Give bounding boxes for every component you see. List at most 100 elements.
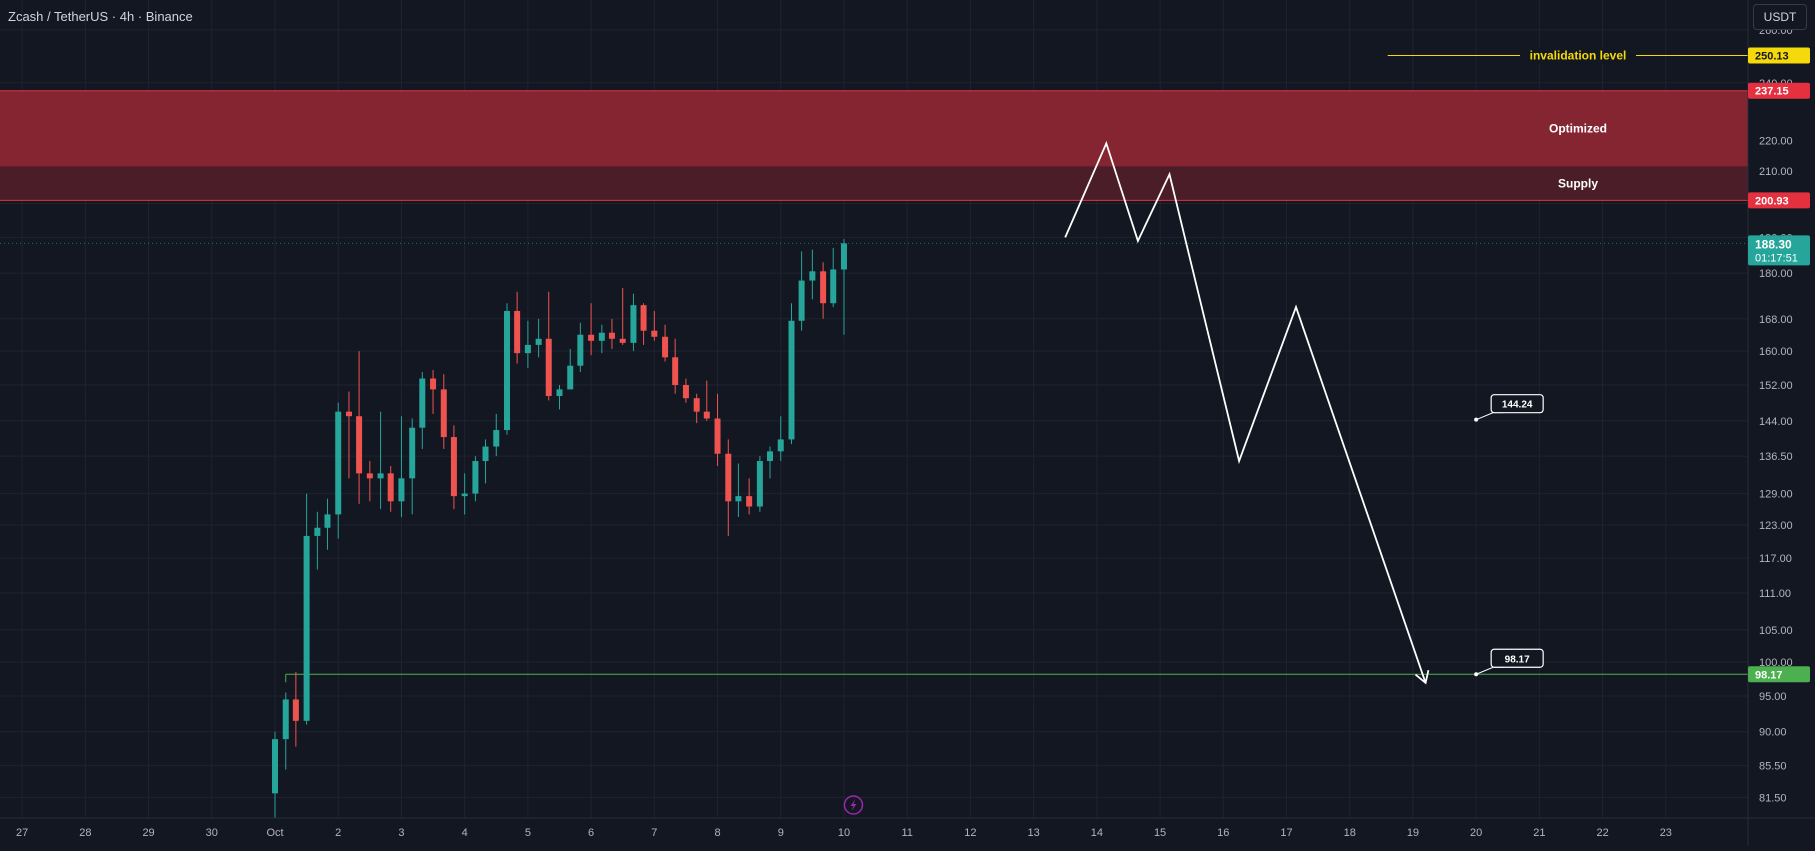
price-tag: 200.93 xyxy=(1748,192,1810,209)
y-tick-label: 81.50 xyxy=(1759,792,1787,804)
candle[interactable] xyxy=(356,351,363,504)
y-tick-label: 136.50 xyxy=(1759,451,1793,463)
candle[interactable] xyxy=(409,418,416,515)
candle[interactable] xyxy=(450,425,457,510)
price-tag: 237.15 xyxy=(1748,82,1810,99)
candle[interactable] xyxy=(482,439,489,484)
x-tick-label: 14 xyxy=(1091,827,1103,839)
candle[interactable] xyxy=(693,393,700,424)
x-tick-label: 6 xyxy=(588,827,594,839)
candle-body xyxy=(398,478,405,502)
candle[interactable] xyxy=(377,411,384,510)
candle[interactable] xyxy=(756,456,763,512)
symbol-title: Zcash / TetherUS · 4h · Binance xyxy=(8,9,193,24)
candle[interactable] xyxy=(788,303,795,445)
candle[interactable] xyxy=(567,349,574,390)
candle[interactable] xyxy=(640,303,647,345)
price-callout[interactable]: 98.17 xyxy=(1474,648,1544,677)
candle-body xyxy=(324,514,331,528)
candle-body xyxy=(703,411,710,419)
candle[interactable] xyxy=(545,291,552,401)
candle[interactable] xyxy=(619,288,626,345)
candle[interactable] xyxy=(630,293,637,352)
candle[interactable] xyxy=(430,369,437,414)
candle-body xyxy=(450,437,457,497)
x-tick-label: 20 xyxy=(1470,827,1482,839)
candle[interactable] xyxy=(672,338,679,394)
candle[interactable] xyxy=(735,463,742,518)
candle[interactable] xyxy=(682,378,689,403)
candle[interactable] xyxy=(314,511,321,570)
candle[interactable] xyxy=(440,374,447,449)
y-tick-label: 95.00 xyxy=(1759,691,1787,703)
candle[interactable] xyxy=(366,461,373,502)
candle[interactable] xyxy=(292,672,299,747)
candle[interactable] xyxy=(461,473,468,515)
candle-body xyxy=(651,330,658,337)
callout-label: 98.17 xyxy=(1505,654,1530,665)
candle[interactable] xyxy=(588,303,595,356)
candle[interactable] xyxy=(767,446,774,479)
candle[interactable] xyxy=(598,324,605,354)
candle[interactable] xyxy=(830,247,837,308)
candle-body xyxy=(335,411,342,515)
candle[interactable] xyxy=(282,692,289,770)
candle[interactable] xyxy=(345,391,352,479)
x-tick-label: Oct xyxy=(266,827,283,839)
candle[interactable] xyxy=(777,416,784,462)
candle[interactable] xyxy=(577,322,584,373)
price-callout[interactable]: 144.24 xyxy=(1474,394,1544,422)
supply-zone[interactable] xyxy=(0,166,1748,201)
candle[interactable] xyxy=(419,372,426,449)
candle[interactable] xyxy=(472,456,479,502)
candle[interactable] xyxy=(820,262,827,319)
candle[interactable] xyxy=(840,239,847,335)
candle-body xyxy=(725,453,732,502)
zone-label-optimized: Optimized xyxy=(1549,122,1607,136)
candle-body xyxy=(746,496,753,507)
candle[interactable] xyxy=(335,402,342,539)
candle[interactable] xyxy=(504,303,511,435)
callout-label: 144.24 xyxy=(1502,400,1533,411)
candle-body xyxy=(682,385,689,399)
candle[interactable] xyxy=(524,320,531,368)
projection-arrowhead xyxy=(1414,670,1430,685)
candle[interactable] xyxy=(398,416,405,518)
candle-body xyxy=(440,389,447,438)
candle[interactable] xyxy=(324,498,331,550)
callout-box xyxy=(1490,394,1544,414)
price-tag-bg xyxy=(1748,47,1810,64)
y-tick-label: 168.00 xyxy=(1759,314,1793,326)
candle[interactable] xyxy=(798,251,805,331)
candle[interactable] xyxy=(809,249,816,300)
y-tick-label: 90.00 xyxy=(1759,727,1787,739)
price-tag-label: 98.17 xyxy=(1755,669,1783,681)
candle[interactable] xyxy=(556,385,563,410)
candle[interactable] xyxy=(535,318,542,358)
price-tag-label: 237.15 xyxy=(1755,86,1789,98)
currency-button[interactable]: USDT xyxy=(1753,4,1807,30)
candle[interactable] xyxy=(303,493,310,725)
candle[interactable] xyxy=(714,393,721,466)
candle[interactable] xyxy=(703,380,710,421)
candle[interactable] xyxy=(725,439,732,536)
zone-label-supply: Supply xyxy=(1558,176,1598,190)
candle[interactable] xyxy=(662,324,669,362)
candle[interactable] xyxy=(514,291,521,364)
candle[interactable] xyxy=(493,413,500,457)
candle[interactable] xyxy=(651,310,658,341)
y-tick-label: 129.00 xyxy=(1759,489,1793,501)
candle[interactable] xyxy=(746,478,753,515)
candle-body xyxy=(798,280,805,321)
candle-body xyxy=(788,320,795,440)
candle-body xyxy=(577,334,584,366)
candle[interactable] xyxy=(272,731,279,818)
candle[interactable] xyxy=(387,465,394,512)
projection-path[interactable] xyxy=(1064,140,1427,684)
lightning-icon[interactable] xyxy=(843,795,864,815)
candle-body xyxy=(840,243,847,270)
candle[interactable] xyxy=(608,318,615,350)
optimized-zone[interactable] xyxy=(0,90,1748,167)
